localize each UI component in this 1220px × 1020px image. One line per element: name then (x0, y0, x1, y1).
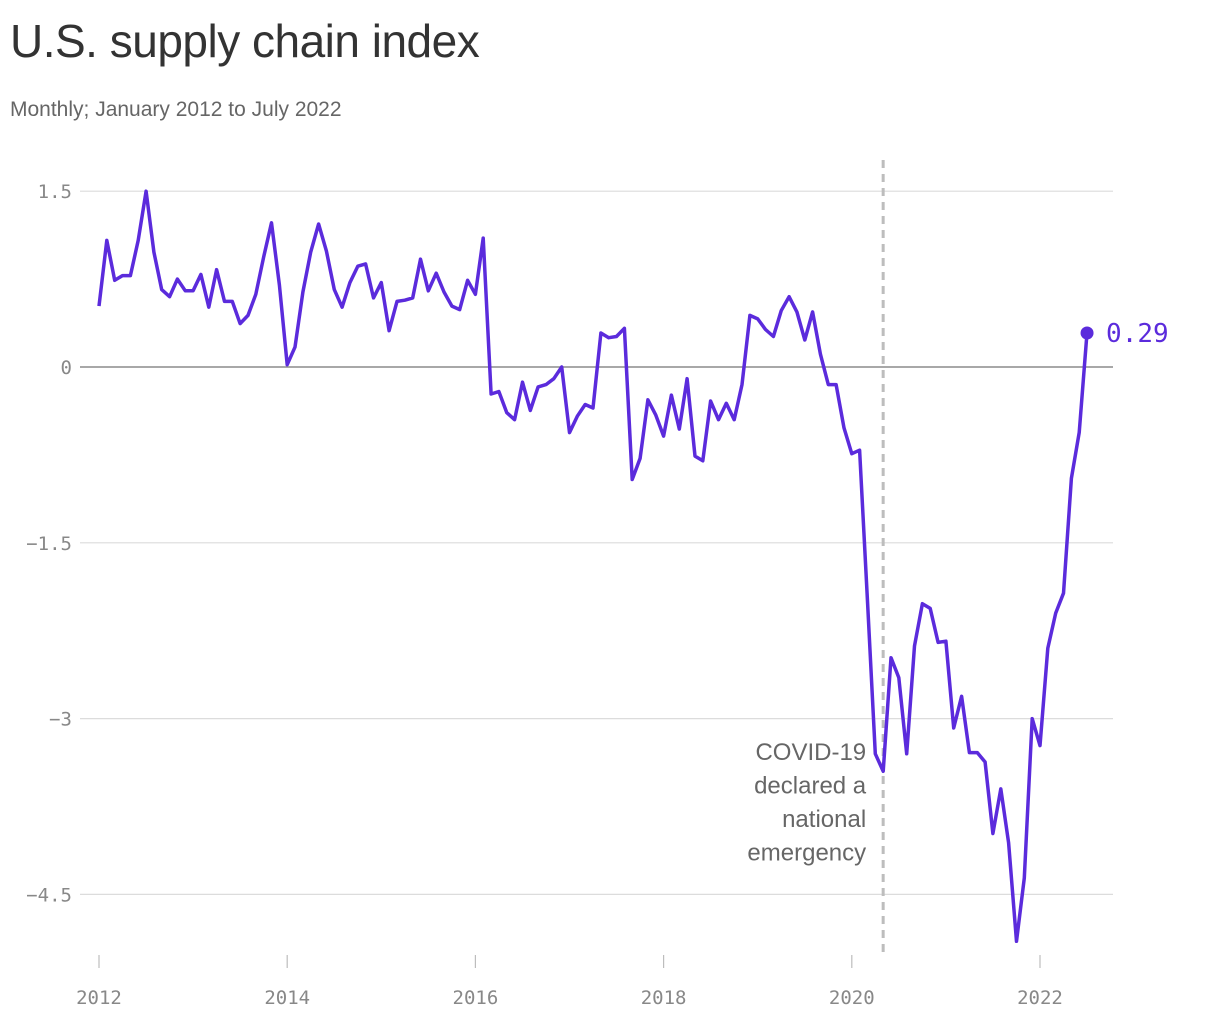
chart-title: U.S. supply chain index (10, 15, 480, 67)
annotation-line: COVID-19 (755, 739, 866, 766)
x-tick-label: 2014 (264, 987, 310, 1009)
x-tick-label: 2020 (829, 987, 875, 1009)
covid-annotation: COVID-19 declared a national emergency (747, 739, 866, 867)
y-tick-label: −1.5 (26, 533, 72, 555)
y-tick-label: 0 (61, 357, 72, 379)
annotation-line: emergency (747, 840, 866, 867)
annotation-line: national (782, 806, 866, 833)
chart-subtitle: Monthly; January 2012 to July 2022 (10, 98, 342, 121)
x-tick-label: 2016 (453, 987, 499, 1009)
y-tick-label: 1.5 (38, 181, 72, 203)
y-axis-ticks: 1.5 0 −1.5 −3 −4.5 (26, 181, 72, 906)
gridlines (80, 190, 1113, 896)
series-line (97, 189, 1089, 944)
y-tick-label: −4.5 (26, 884, 72, 906)
x-tick-label: 2018 (641, 987, 687, 1009)
y-tick-label: −3 (49, 709, 72, 731)
annotation-line: declared a (754, 773, 867, 800)
x-axis-ticks: 2012 2014 2016 2018 2020 2022 (76, 955, 1063, 1009)
x-tick-label: 2022 (1017, 987, 1063, 1009)
end-value-label: 0.29 (1106, 319, 1169, 349)
x-tick-label: 2012 (76, 987, 122, 1009)
end-point (1080, 326, 1094, 340)
